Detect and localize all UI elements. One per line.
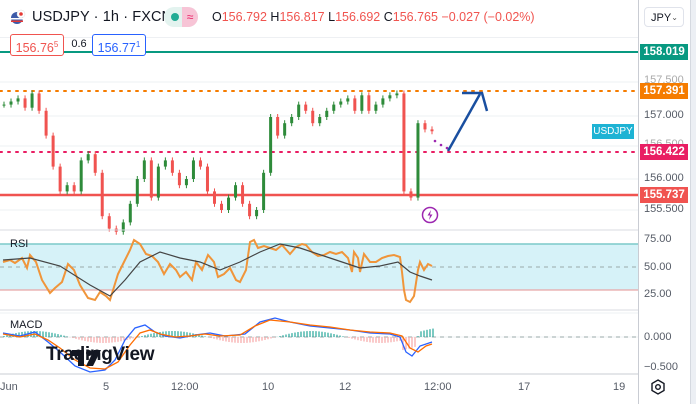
- tradingview-watermark: TradingView: [46, 344, 155, 365]
- macd-tick: −0.500: [644, 361, 678, 373]
- time-tick: Jun: [0, 381, 18, 393]
- time-tick: 17: [518, 381, 531, 393]
- change-value: −0.027 (−0.02%): [441, 10, 535, 24]
- symbol-price-label: USDJPY: [592, 124, 634, 139]
- close-label: C: [383, 10, 393, 24]
- low-value: 156.692: [335, 10, 381, 24]
- price-axis-border: [638, 0, 639, 404]
- symbol-title[interactable]: USDJPY · 1h · FXCM: [32, 9, 174, 25]
- delayed-wave-icon: ≈: [182, 7, 198, 27]
- high-label: H: [270, 10, 280, 24]
- price-tick: 156.000: [644, 172, 684, 184]
- currency-select[interactable]: JPY ⌄: [644, 7, 684, 27]
- time-tick: 12: [339, 381, 352, 393]
- level-tag-157391: 157.391: [640, 83, 688, 99]
- time-tick: 10: [262, 381, 275, 393]
- sell-button[interactable]: 156.765: [10, 34, 64, 56]
- level-tag-156422: 156.422: [640, 144, 688, 160]
- high-value: 156.817: [279, 10, 325, 24]
- rsi-tick: 25.00: [644, 288, 672, 300]
- time-tick: 19: [613, 381, 626, 393]
- time-tick: 12:00: [424, 381, 452, 393]
- rsi-tick: 50.00: [644, 261, 672, 273]
- spread-value: 0.6: [71, 38, 87, 50]
- price-tick: 157.000: [644, 109, 684, 121]
- time-tick: 5: [103, 381, 110, 393]
- chevron-down-icon: ⌄: [671, 13, 678, 22]
- lightning-event-icon[interactable]: [421, 206, 439, 224]
- market-status-pill[interactable]: ≈: [164, 7, 198, 27]
- settings-gear-icon[interactable]: [649, 378, 667, 396]
- chart-header: USDJPY · 1h · FXCM ≈ O156.792 H156.817 L…: [0, 0, 638, 38]
- price-tick: 155.500: [644, 203, 684, 215]
- rsi-label[interactable]: RSI: [10, 238, 29, 250]
- market-open-dot-icon: [171, 13, 179, 21]
- buy-button[interactable]: 156.771: [92, 34, 146, 56]
- ask-price: 156.77: [97, 41, 136, 56]
- currency-label: JPY: [651, 12, 672, 24]
- ohlc-values: O156.792 H156.817 L156.692 C156.765 −0.0…: [212, 10, 535, 24]
- level-tag-155737: 155.737: [640, 187, 688, 203]
- chart-canvas[interactable]: [0, 0, 638, 404]
- time-tick: 12:00: [171, 381, 199, 393]
- close-value: 156.765: [392, 10, 438, 24]
- level-tag-158019: 158.019: [640, 44, 688, 60]
- bid-price: 156.76: [15, 41, 54, 56]
- macd-tick: 0.000: [644, 331, 672, 343]
- us-jp-flag-icon: [11, 9, 26, 24]
- rsi-tick: 75.00: [644, 233, 672, 245]
- open-value: 156.792: [221, 10, 267, 24]
- open-label: O: [212, 10, 222, 24]
- low-label: L: [328, 10, 336, 24]
- macd-label[interactable]: MACD: [10, 319, 43, 331]
- bid-pip: 5: [53, 40, 59, 49]
- tradingview-logo-icon: [72, 350, 101, 366]
- ask-pip: 1: [135, 40, 141, 49]
